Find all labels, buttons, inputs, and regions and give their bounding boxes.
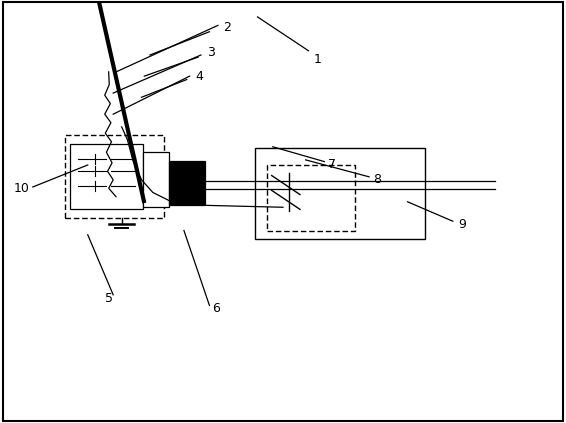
Text: 2: 2 [224, 21, 231, 34]
Bar [70, 144, 143, 209]
Text: 5: 5 [105, 292, 113, 305]
Bar [143, 152, 169, 207]
Text: 8: 8 [374, 173, 381, 186]
Text: 7: 7 [328, 159, 336, 171]
Text: 4: 4 [195, 70, 203, 82]
Text: 10: 10 [14, 182, 30, 195]
Text: 1: 1 [314, 53, 322, 66]
Text: 3: 3 [207, 47, 215, 59]
Bar [169, 161, 205, 205]
Text: 9: 9 [458, 218, 466, 231]
Bar [255, 148, 424, 239]
Bar [65, 135, 164, 218]
Text: 6: 6 [212, 302, 220, 315]
Bar [267, 165, 355, 231]
